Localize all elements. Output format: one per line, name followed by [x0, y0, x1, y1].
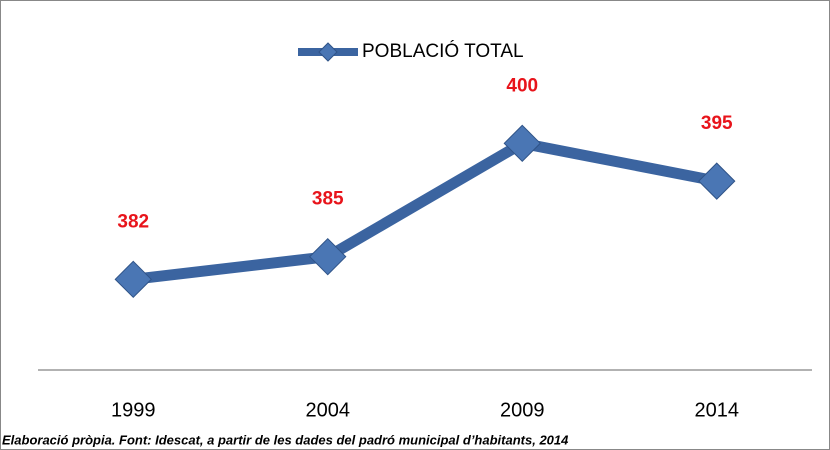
- data-point: [698, 162, 736, 200]
- data-line: [132, 137, 718, 285]
- x-tick-label: 2009: [500, 399, 545, 421]
- x-tick-label: 1999: [111, 399, 156, 421]
- data-label: 382: [117, 211, 149, 232]
- x-tick-label: 2014: [695, 399, 740, 421]
- data-label: 400: [506, 75, 538, 96]
- legend-marker: [318, 42, 338, 62]
- data-point: [503, 124, 541, 163]
- source-note: Elaboració pròpia. Font: Idescat, a part…: [2, 432, 569, 447]
- legend-label: POBLACIÓ TOTAL: [362, 40, 524, 62]
- data-label: 395: [701, 113, 733, 134]
- data-label: 385: [312, 189, 344, 210]
- data-point: [309, 237, 347, 276]
- x-tick-label: 2004: [306, 399, 351, 421]
- data-point: [114, 260, 152, 299]
